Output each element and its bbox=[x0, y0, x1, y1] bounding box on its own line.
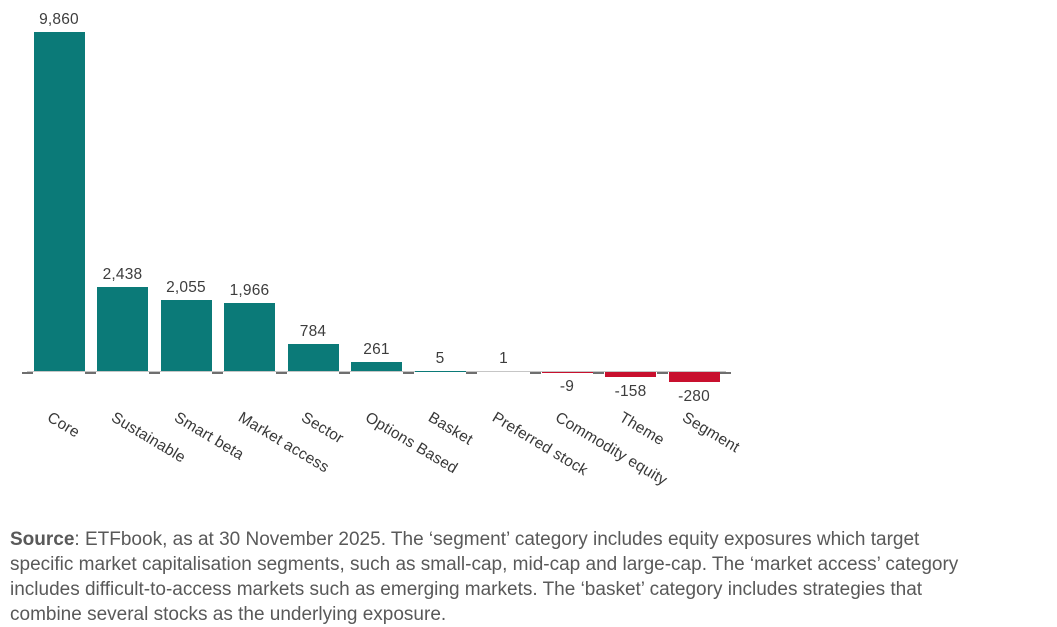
x-axis-tick bbox=[212, 372, 223, 375]
bar-core bbox=[34, 32, 85, 371]
bar-market-access bbox=[224, 303, 275, 371]
value-label-preferred-stock: 1 bbox=[464, 350, 544, 367]
bar-options-based bbox=[351, 362, 402, 371]
bar-segment bbox=[669, 372, 720, 382]
bar-sustainable bbox=[97, 287, 148, 371]
source-note-line: combine several stocks as the underlying… bbox=[10, 602, 1056, 627]
category-label-segment: Segment bbox=[679, 409, 743, 457]
x-axis-tick bbox=[657, 372, 668, 375]
bar-smart-beta bbox=[161, 300, 212, 371]
x-axis-tick bbox=[593, 372, 604, 375]
x-axis-tick bbox=[149, 372, 160, 375]
source-note-line: specific market capitalisation segments,… bbox=[10, 552, 1056, 577]
category-label-basket: Basket bbox=[425, 409, 476, 449]
source-note-line: includes difficult-to-access markets suc… bbox=[10, 577, 1056, 602]
x-axis-tick bbox=[339, 372, 350, 375]
x-axis-tick bbox=[85, 372, 96, 375]
source-note: Source: ETFbook, as at 30 November 2025.… bbox=[10, 527, 1056, 627]
category-label-commodity-equity: Commodity equity bbox=[552, 409, 670, 490]
category-label-core: Core bbox=[44, 409, 83, 442]
x-axis-tick bbox=[466, 372, 477, 375]
bar-theme bbox=[605, 372, 656, 377]
value-label-segment: -280 bbox=[654, 388, 734, 405]
x-axis-tick bbox=[530, 372, 541, 375]
x-axis-tick bbox=[22, 372, 33, 375]
bar-sector bbox=[288, 344, 339, 371]
source-note-text: : ETFbook, as at 30 November 2025. The ‘… bbox=[74, 529, 919, 550]
category-label-sector: Sector bbox=[298, 409, 347, 448]
x-axis-tick bbox=[720, 372, 731, 375]
source-note-line: Source: ETFbook, as at 30 November 2025.… bbox=[10, 527, 1056, 552]
value-label-market-access: 1,966 bbox=[210, 282, 290, 299]
value-label-sector: 784 bbox=[273, 323, 353, 340]
category-label-theme: Theme bbox=[615, 409, 666, 450]
x-axis-tick bbox=[403, 372, 414, 375]
value-label-core: 9,860 bbox=[19, 11, 99, 28]
source-label: Source bbox=[10, 529, 74, 550]
x-axis-tick bbox=[276, 372, 287, 375]
